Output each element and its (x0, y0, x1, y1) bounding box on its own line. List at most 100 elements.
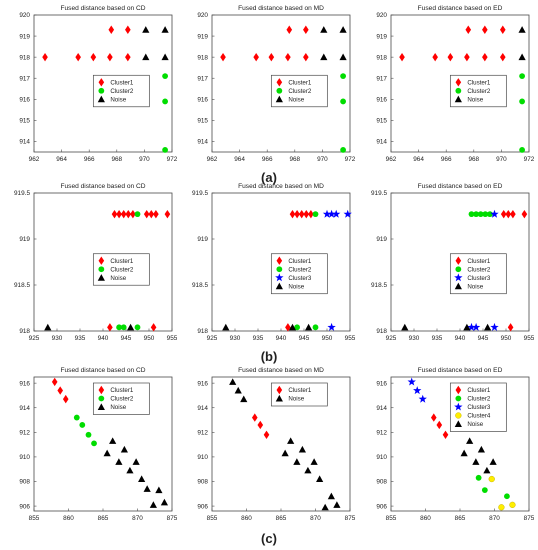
cluster1-point (150, 323, 157, 332)
legend-label-cluster1: Cluster1 (110, 387, 134, 394)
noise-point (293, 458, 301, 465)
chart-title: Fused distance based on MD (238, 367, 324, 374)
legend-label-cluster3: Cluster3 (467, 404, 491, 411)
noise-point (320, 26, 328, 33)
cluster1-point (257, 420, 264, 430)
panel-label-b: (b) (261, 349, 278, 364)
y-tick-label: 906 (197, 503, 208, 510)
cluster1-point (111, 209, 118, 219)
x-tick-label: 865 (98, 515, 109, 522)
legend-marker-noise (275, 394, 283, 402)
chart-title: Fused distance based on CD (60, 367, 145, 374)
y-tick-label: 918.5 (371, 282, 387, 289)
y-tick-label: 910 (19, 454, 30, 461)
legend-marker-cluster1 (98, 385, 105, 395)
y-tick-label: 906 (376, 503, 387, 510)
noise-point (489, 458, 497, 465)
noise-point (304, 466, 312, 474)
noise-point (240, 395, 248, 403)
legend-marker-noise (97, 403, 105, 410)
y-tick-label: 916 (197, 97, 208, 104)
noise-point (142, 26, 150, 33)
cluster1-point (482, 52, 488, 62)
legend-marker-cluster1 (455, 78, 462, 87)
y-tick-label: 916 (376, 97, 387, 104)
cluster1-point (153, 209, 159, 219)
x-tick-label: 950 (501, 335, 512, 342)
cluster3-point (327, 322, 336, 331)
noise-point (120, 445, 128, 453)
cluster3-point (332, 209, 341, 218)
cluster4-point (498, 504, 505, 511)
y-tick-label: 917 (197, 75, 208, 82)
cluster1-point (482, 25, 488, 34)
y-tick-label: 915 (197, 118, 208, 125)
chart-title: Fused distance based on CD (60, 5, 145, 12)
legend-marker-cluster3 (454, 402, 463, 411)
cluster3-point (343, 209, 352, 218)
noise-point (339, 53, 347, 61)
x-tick-label: 966 (84, 156, 95, 163)
noise-point (298, 445, 306, 453)
cluster2-point (481, 487, 488, 494)
x-tick-label: 966 (441, 156, 452, 163)
legend: Cluster1 Noise (270, 382, 328, 407)
legend-marker-cluster1 (455, 385, 462, 395)
cluster1-point (308, 209, 314, 219)
legend-label-cluster1: Cluster1 (288, 258, 312, 265)
noise-point (126, 466, 134, 474)
legend-marker-cluster3 (454, 273, 463, 282)
y-tick-label: 918 (376, 54, 387, 61)
x-tick-label: 964 (413, 156, 424, 163)
cluster1-point (303, 209, 310, 219)
y-tick-label: 908 (376, 479, 387, 486)
noise-point (339, 26, 347, 33)
x-tick-label: 972 (167, 156, 178, 163)
cluster1-point (42, 52, 48, 62)
x-tick-label: 962 (29, 156, 40, 163)
cluster1-point (75, 52, 81, 62)
chart-b-2: Fused distance based on MD 925 930 935 940 94… (192, 183, 356, 342)
x-tick-label: 925 (207, 335, 218, 342)
y-tick-label: 912 (197, 430, 208, 437)
cluster1-point (303, 25, 309, 34)
legend-marker-cluster1 (98, 78, 105, 87)
cluster2-point (340, 98, 346, 105)
y-tick-label: 910 (376, 454, 387, 461)
y-tick-label: 919 (376, 33, 387, 40)
legend-marker-noise (454, 420, 462, 427)
x-tick-label: 930 (230, 335, 241, 342)
legend-label-cluster1: Cluster1 (288, 387, 312, 394)
noise-point (327, 492, 335, 500)
legend-label-cluster2: Cluster2 (110, 88, 134, 95)
legend-label-noise: Noise (110, 96, 126, 103)
cluster1-point (298, 209, 305, 219)
legend-marker-cluster1 (455, 256, 462, 265)
noise-point (127, 323, 135, 331)
x-tick-label: 966 (262, 156, 273, 163)
y-tick-label: 915 (19, 118, 30, 125)
x-tick-label: 870 (132, 515, 143, 522)
cluster2-point (519, 73, 525, 80)
noise-point (472, 458, 480, 465)
panel-label-c: (c) (261, 531, 277, 546)
cluster2-point (468, 211, 475, 218)
noise-point (321, 503, 329, 511)
x-tick-label: 860 (241, 515, 252, 522)
legend-marker-noise (97, 95, 105, 103)
legend-label-cluster3: Cluster3 (288, 275, 312, 282)
y-tick-label: 914 (376, 405, 387, 412)
cluster1-point (499, 25, 506, 34)
x-tick-label: 875 (524, 515, 535, 522)
cluster1-point (108, 25, 115, 34)
cluster2-point (73, 414, 80, 421)
y-tick-label: 919.5 (371, 190, 387, 197)
x-tick-label: 972 (345, 156, 356, 163)
cluster1-point (521, 209, 528, 219)
x-tick-label: 970 (317, 156, 328, 163)
cluster2-point (162, 73, 169, 80)
cluster1-point (285, 323, 291, 332)
cluster1-point (510, 209, 516, 219)
noise-point (463, 323, 471, 331)
